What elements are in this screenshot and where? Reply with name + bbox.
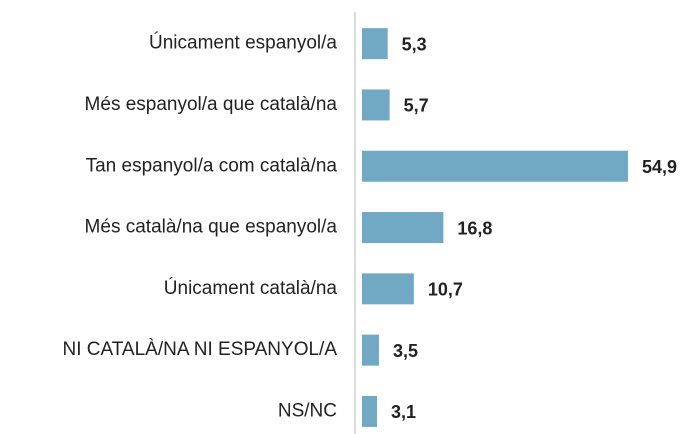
value-label: 54,9 — [642, 157, 677, 177]
value-label: 3,1 — [391, 402, 416, 422]
bar — [362, 273, 414, 305]
category-label: Tan espanyol/a com català/na — [86, 155, 338, 176]
value-label: 16,8 — [457, 218, 492, 238]
bar — [362, 89, 390, 121]
value-label: 3,5 — [393, 341, 418, 361]
bar — [362, 212, 444, 244]
category-label: NS/NC — [278, 400, 337, 421]
bar — [362, 395, 378, 427]
category-label: NI CATALÀ/NA NI ESPANYOL/A — [62, 339, 337, 360]
category-label: Més espanyol/a que català/na — [85, 94, 338, 115]
bar — [362, 28, 388, 60]
bar — [362, 150, 628, 182]
value-label: 5,7 — [404, 96, 429, 116]
bar — [362, 334, 379, 366]
value-label: 5,3 — [402, 34, 427, 54]
value-label: 10,7 — [428, 280, 463, 300]
category-label: Més català/na que espanyol/a — [85, 217, 338, 238]
category-label: Únicament català/na — [164, 277, 338, 299]
category-label: Únicament espanyol/a — [149, 32, 337, 54]
